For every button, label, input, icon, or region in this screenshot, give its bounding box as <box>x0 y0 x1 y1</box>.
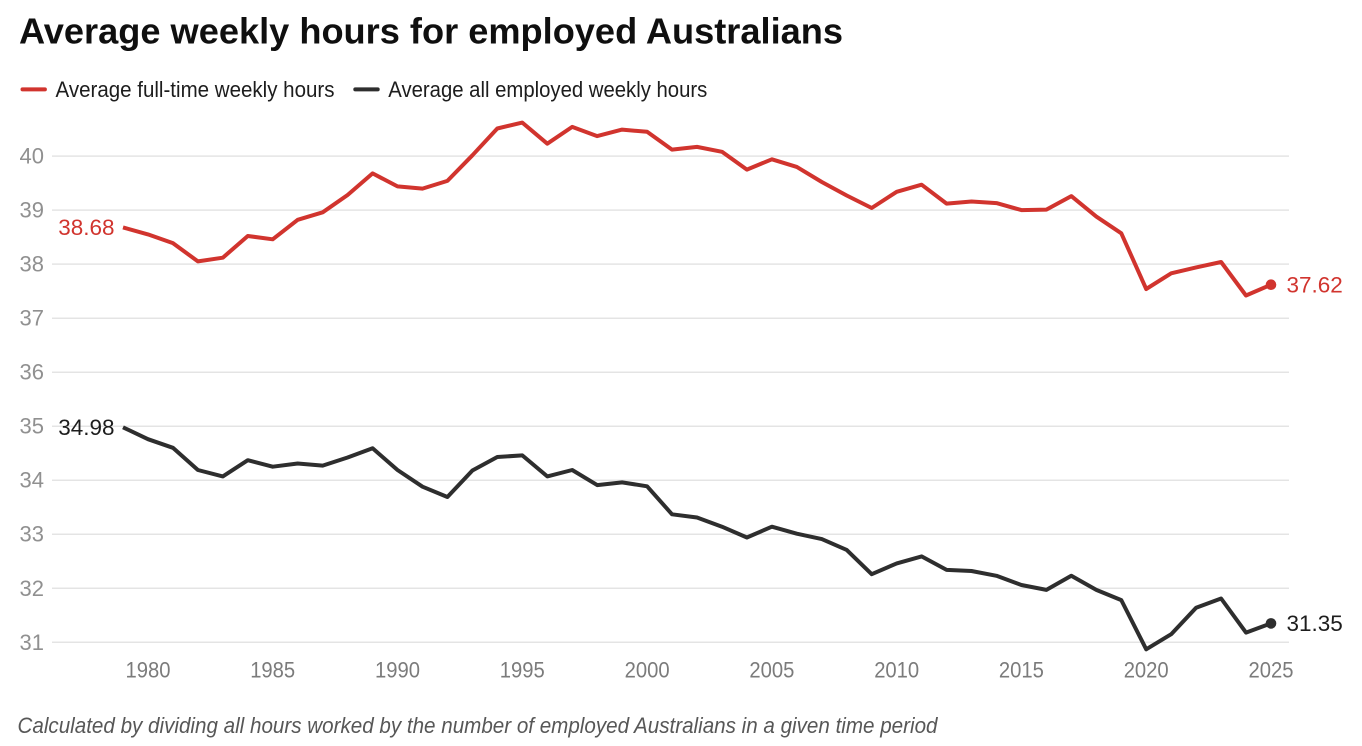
svg-text:Average weekly hours for emplo: Average weekly hours for employed Austra… <box>19 10 843 51</box>
svg-text:2010: 2010 <box>874 657 919 682</box>
svg-text:34: 34 <box>20 468 44 493</box>
svg-text:31: 31 <box>20 630 44 655</box>
svg-text:39: 39 <box>20 198 44 223</box>
svg-text:38: 38 <box>20 252 44 277</box>
svg-text:2025: 2025 <box>1249 657 1294 682</box>
svg-text:1990: 1990 <box>375 657 420 682</box>
svg-text:34.98: 34.98 <box>58 415 114 440</box>
svg-text:2015: 2015 <box>999 657 1044 682</box>
svg-text:Average all employed weekly ho: Average all employed weekly hours <box>388 77 707 102</box>
svg-text:31.35: 31.35 <box>1287 611 1343 636</box>
svg-text:1985: 1985 <box>250 657 295 682</box>
svg-text:2005: 2005 <box>749 657 794 682</box>
svg-text:33: 33 <box>20 522 44 547</box>
svg-text:2000: 2000 <box>625 657 670 682</box>
svg-text:40: 40 <box>20 144 44 169</box>
svg-text:35: 35 <box>20 414 44 439</box>
svg-text:37: 37 <box>20 306 44 331</box>
svg-text:1995: 1995 <box>500 657 545 682</box>
svg-text:Average full-time weekly hours: Average full-time weekly hours <box>56 77 335 102</box>
svg-text:1980: 1980 <box>126 657 171 682</box>
svg-text:36: 36 <box>20 360 44 385</box>
svg-text:38.68: 38.68 <box>58 215 114 240</box>
svg-text:Calculated by dividing all hou: Calculated by dividing all hours worked … <box>18 713 939 738</box>
svg-text:37.62: 37.62 <box>1287 272 1343 297</box>
svg-text:32: 32 <box>20 576 44 601</box>
svg-text:2020: 2020 <box>1124 657 1169 682</box>
